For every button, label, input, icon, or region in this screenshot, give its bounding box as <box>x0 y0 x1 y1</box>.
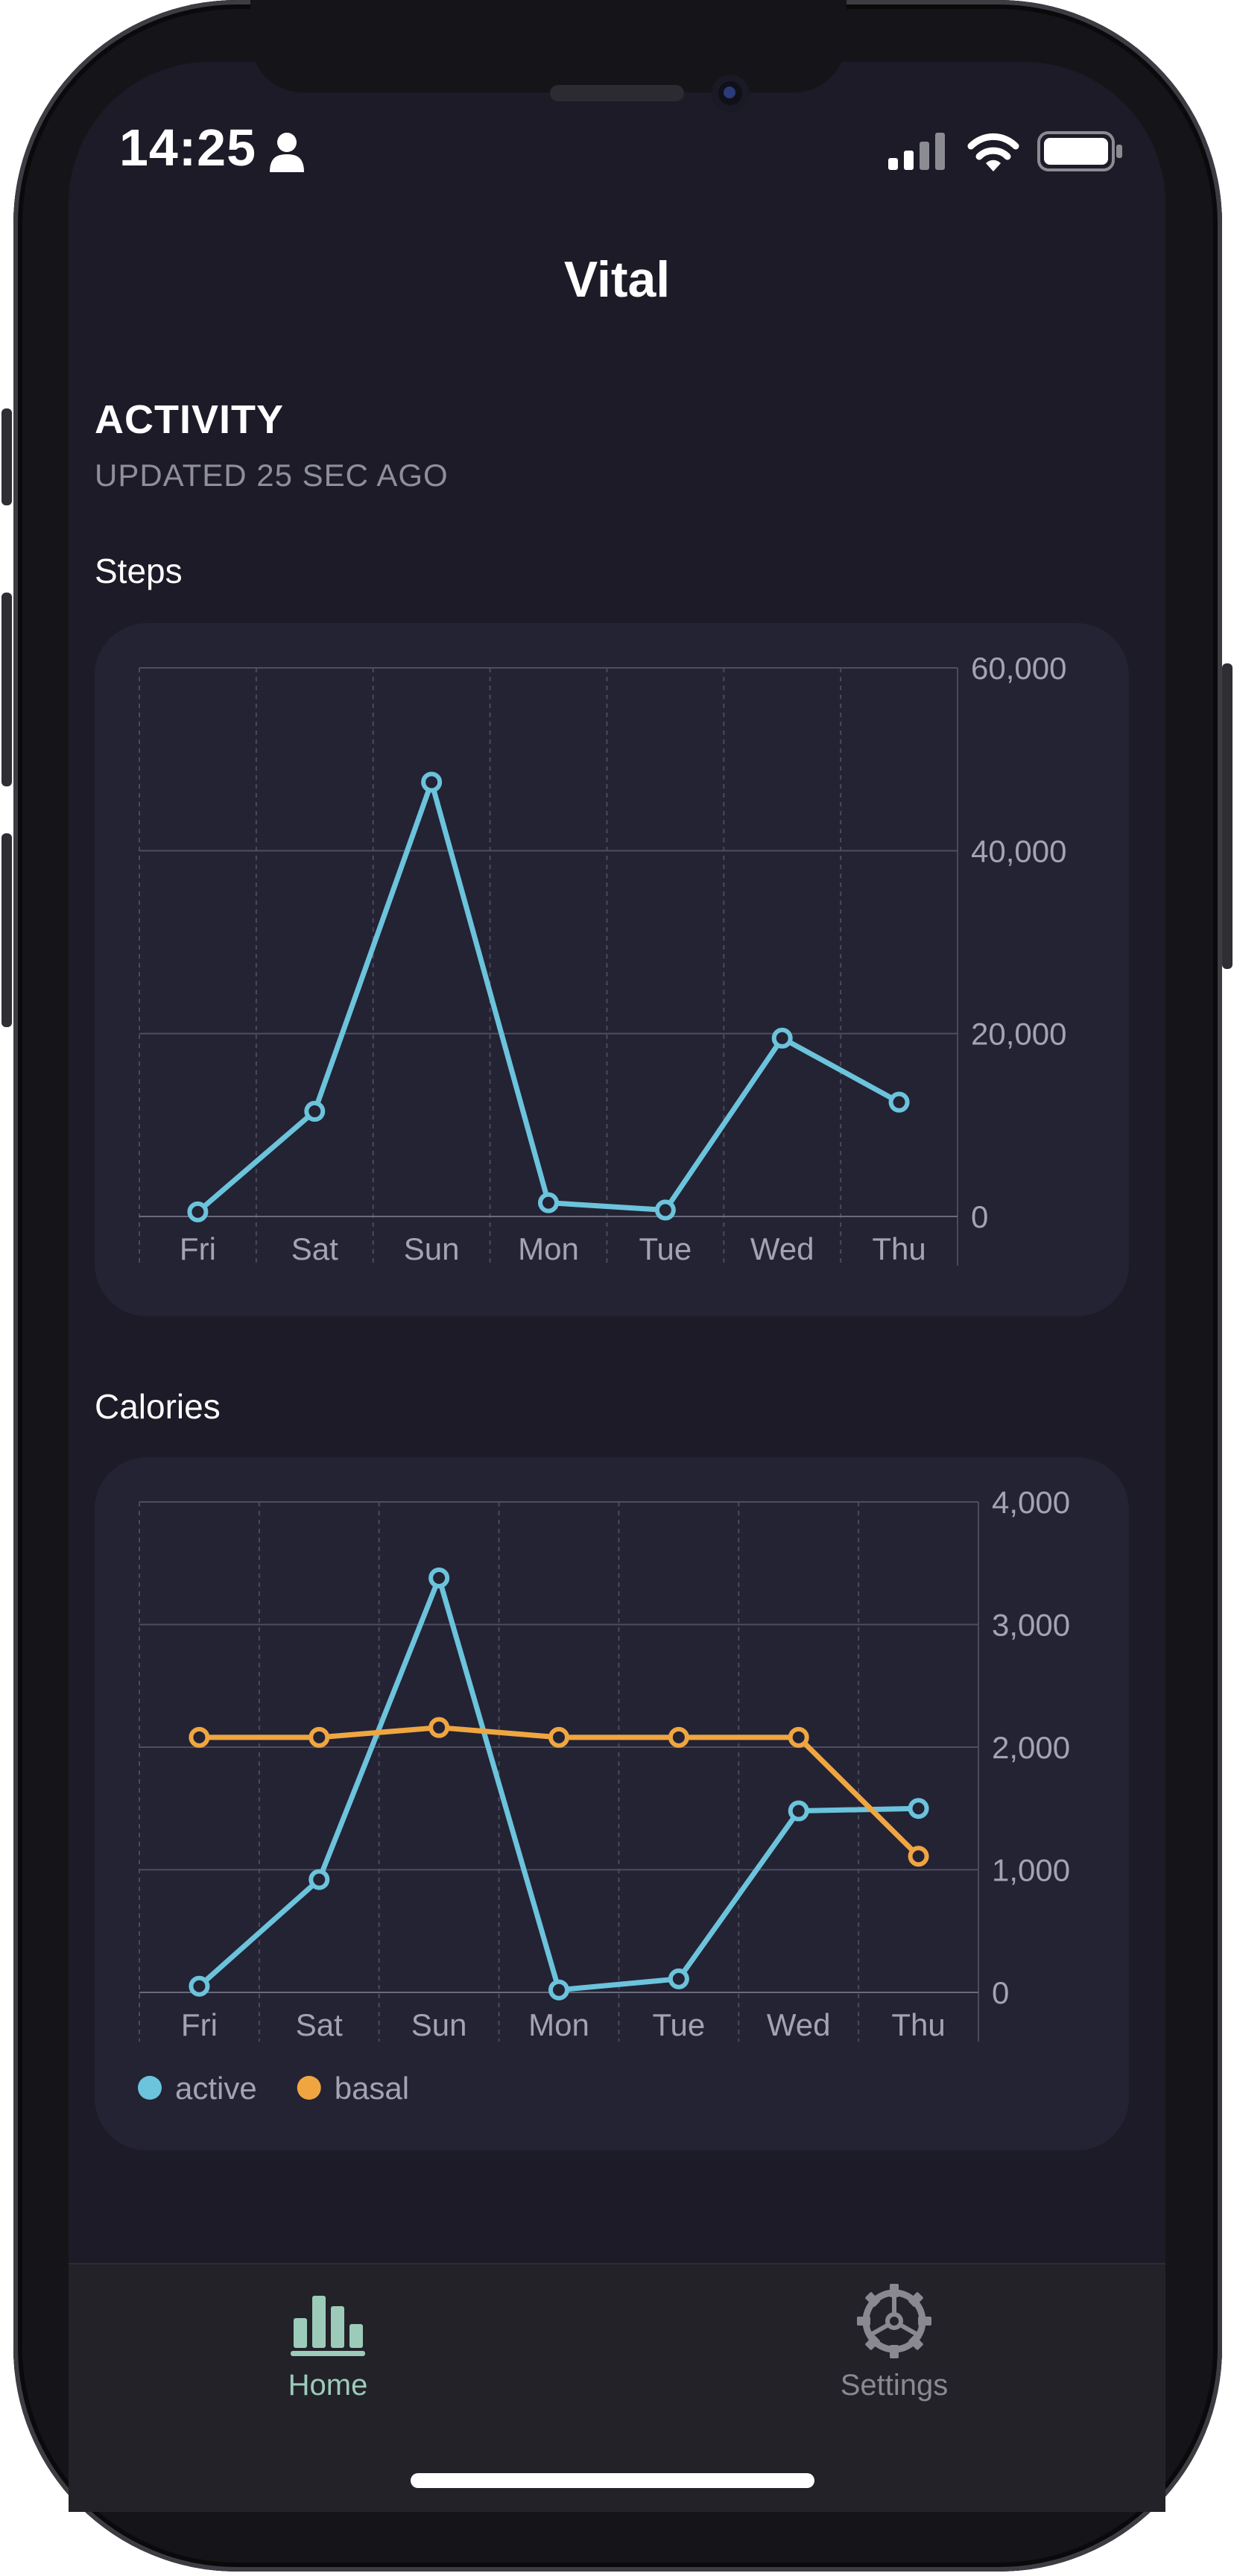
data-point <box>308 1726 330 1748</box>
steps-chart-card: 60,000 40,000 20,000 0 Fri Sat Sun Mon Tue Wed Thu <box>95 623 1129 1316</box>
x-tick-label: Fri <box>180 1231 216 1266</box>
data-point <box>304 1100 326 1122</box>
calories-chart-card: 4,000 3,000 2,000 1,000 0 Fri Sat Sun Mon Tue Wed T… <box>95 1457 1129 2150</box>
steps-chart: 60,000 40,000 20,000 0 Fri Sat Sun Mon Tue Wed Thu <box>139 651 1066 1266</box>
legend-marker <box>297 2076 321 2100</box>
data-point <box>788 1800 809 1822</box>
battery-icon <box>1037 131 1122 171</box>
data-point <box>654 1199 676 1221</box>
data-point <box>189 1975 210 1997</box>
mute-switch <box>1 408 12 505</box>
page-title: Vital <box>563 251 671 308</box>
status-time: 14:25 <box>119 119 257 177</box>
legend-marker <box>138 2076 162 2100</box>
x-tick-label: Tue <box>652 2007 705 2042</box>
y-tick-label: 40,000 <box>971 833 1066 868</box>
gear-icon <box>857 2284 931 2358</box>
data-point <box>421 771 443 793</box>
notch <box>250 0 847 92</box>
y-tick-label: 4,000 <box>992 1485 1070 1520</box>
calories-chart-label: Calories <box>95 1387 221 1426</box>
side-button <box>1222 663 1233 969</box>
data-point <box>668 1726 689 1748</box>
tab-home[interactable]: Home <box>216 2281 440 2415</box>
calories-chart: 4,000 3,000 2,000 1,000 0 Fri Sat Sun Mon Tue Wed T… <box>138 1485 1070 2106</box>
tab-bar <box>69 2263 1165 2512</box>
steps-chart-label: Steps <box>95 552 183 590</box>
series-line <box>196 1575 922 1993</box>
earpiece-speaker <box>550 85 684 101</box>
data-point <box>428 1717 450 1738</box>
data-point <box>538 1192 559 1213</box>
y-tick-label: 20,000 <box>971 1017 1066 1052</box>
x-tick-label: Sat <box>296 2007 343 2042</box>
cellular-signal-icon <box>888 133 945 170</box>
data-point <box>771 1027 793 1049</box>
x-tick-label: Sun <box>411 2007 467 2042</box>
x-tick-label: Thu <box>872 1231 926 1266</box>
data-point <box>308 1869 330 1890</box>
front-camera <box>712 75 749 112</box>
x-tick-label: Mon <box>518 1231 579 1266</box>
x-tick-label: Sun <box>404 1231 460 1266</box>
data-point <box>668 1968 689 1989</box>
data-point <box>548 1979 569 2001</box>
volume-up-button <box>1 593 12 786</box>
data-point <box>428 1567 450 1588</box>
data-point <box>187 1201 209 1222</box>
series-line <box>194 779 902 1215</box>
y-tick-label: 60,000 <box>971 651 1066 686</box>
last-updated-text: UPDATED 25 SEC AGO <box>95 458 449 493</box>
data-point <box>888 1091 910 1113</box>
y-tick-label: 2,000 <box>992 1730 1070 1765</box>
data-point <box>548 1726 569 1748</box>
data-point <box>189 1726 210 1748</box>
x-tick-label: Thu <box>891 2007 945 2042</box>
bar-chart-icon <box>291 2296 365 2356</box>
y-tick-label: 3,000 <box>992 1608 1070 1643</box>
x-tick-label: Sat <box>291 1231 338 1266</box>
person-icon <box>270 133 304 172</box>
x-tick-label: Tue <box>639 1231 692 1266</box>
legend-label: active <box>175 2071 257 2106</box>
tab-settings[interactable]: Settings <box>782 2281 1006 2415</box>
y-tick-label: 0 <box>971 1199 988 1234</box>
x-tick-label: Fri <box>181 2007 218 2042</box>
data-point <box>788 1726 809 1748</box>
y-tick-label: 1,000 <box>992 1853 1070 1888</box>
x-tick-label: Wed <box>750 1231 814 1266</box>
x-tick-label: Mon <box>528 2007 589 2042</box>
wifi-icon <box>967 133 1019 171</box>
legend-label: basal <box>335 2071 409 2106</box>
home-indicator <box>411 2473 814 2488</box>
section-title: ACTIVITY <box>95 397 285 442</box>
data-point <box>908 1798 929 1819</box>
y-tick-label: 0 <box>992 1975 1009 2010</box>
data-point <box>908 1846 929 1867</box>
tab-home-label: Home <box>288 2369 368 2402</box>
volume-down-button <box>1 833 12 1027</box>
x-tick-label: Wed <box>767 2007 831 2042</box>
tab-settings-label: Settings <box>840 2369 949 2402</box>
